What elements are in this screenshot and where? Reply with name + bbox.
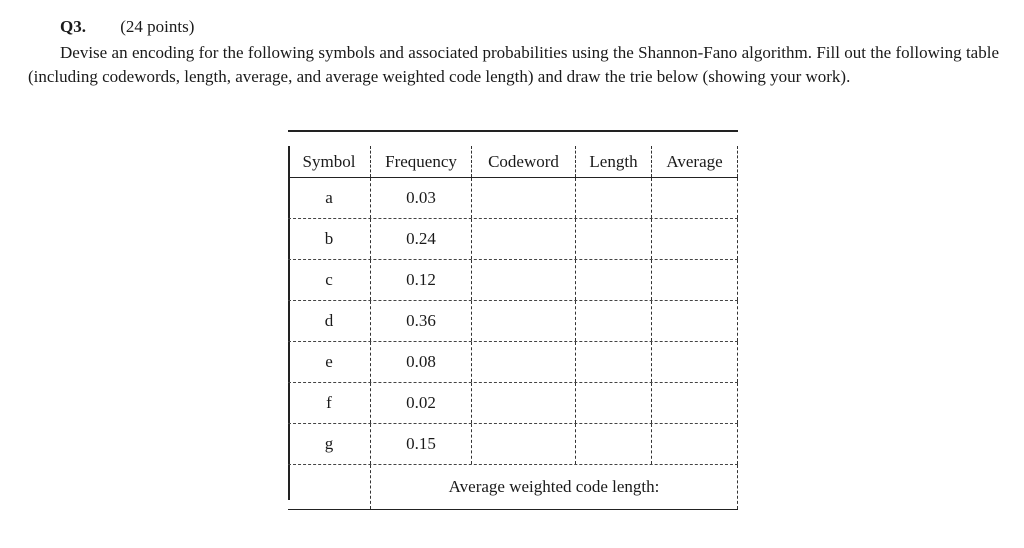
length-cell[interactable]: [576, 301, 652, 341]
codeword-cell[interactable]: [472, 383, 576, 423]
length-cell[interactable]: [576, 219, 652, 259]
question-number: Q3.: [60, 17, 86, 36]
table-row: e 0.08: [288, 342, 738, 383]
symbol-cell: d: [288, 301, 371, 341]
symbol-cell: c: [288, 260, 371, 300]
symbol-cell: g: [288, 424, 371, 464]
header-length: Length: [576, 146, 652, 177]
table-row: a 0.03: [288, 178, 738, 219]
codeword-cell[interactable]: [472, 424, 576, 464]
codeword-cell[interactable]: [472, 301, 576, 341]
avg-weighted-length-label: Average weighted code length:: [448, 477, 660, 496]
table-left-border: [288, 146, 290, 500]
symbol-cell: f: [288, 383, 371, 423]
header-average: Average: [652, 146, 738, 177]
question-prompt: Devise an encoding for the following sym…: [28, 43, 999, 86]
codeword-cell[interactable]: [472, 178, 576, 218]
average-cell[interactable]: [652, 178, 738, 218]
question-header: Q3. (24 points): [60, 17, 194, 37]
codeword-cell[interactable]: [472, 260, 576, 300]
table-footer-row: Average weighted code length:: [288, 465, 738, 510]
average-cell[interactable]: [652, 219, 738, 259]
length-cell[interactable]: [576, 383, 652, 423]
table-row: d 0.36: [288, 301, 738, 342]
frequency-cell: 0.12: [371, 260, 472, 300]
footer-empty-cell: [288, 465, 371, 509]
frequency-cell: 0.24: [371, 219, 472, 259]
length-cell[interactable]: [576, 342, 652, 382]
frequency-cell: 0.15: [371, 424, 472, 464]
average-cell[interactable]: [652, 342, 738, 382]
table-row: b 0.24: [288, 219, 738, 260]
length-cell[interactable]: [576, 424, 652, 464]
question-points: (24 points): [120, 17, 195, 36]
average-cell[interactable]: [652, 260, 738, 300]
frequency-cell: 0.08: [371, 342, 472, 382]
table-header-row: Symbol Frequency Codeword Length Average: [288, 146, 738, 178]
table-row: f 0.02: [288, 383, 738, 424]
frequency-cell: 0.03: [371, 178, 472, 218]
symbol-cell: e: [288, 342, 371, 382]
codeword-cell[interactable]: [472, 342, 576, 382]
table-row: c 0.12: [288, 260, 738, 301]
frequency-cell: 0.02: [371, 383, 472, 423]
average-cell[interactable]: [652, 301, 738, 341]
header-frequency: Frequency: [371, 146, 472, 177]
codeword-cell[interactable]: [472, 219, 576, 259]
table-top-rule: [288, 130, 738, 132]
symbol-cell: a: [288, 178, 371, 218]
table-row: g 0.15: [288, 424, 738, 465]
header-codeword: Codeword: [472, 146, 576, 177]
length-cell[interactable]: [576, 178, 652, 218]
length-cell[interactable]: [576, 260, 652, 300]
average-cell[interactable]: [652, 383, 738, 423]
encoding-table: Symbol Frequency Codeword Length Average…: [288, 146, 738, 510]
avg-weighted-length-cell[interactable]: Average weighted code length:: [371, 465, 738, 509]
frequency-cell: 0.36: [371, 301, 472, 341]
symbol-cell: b: [288, 219, 371, 259]
average-cell[interactable]: [652, 424, 738, 464]
header-symbol: Symbol: [288, 146, 371, 177]
